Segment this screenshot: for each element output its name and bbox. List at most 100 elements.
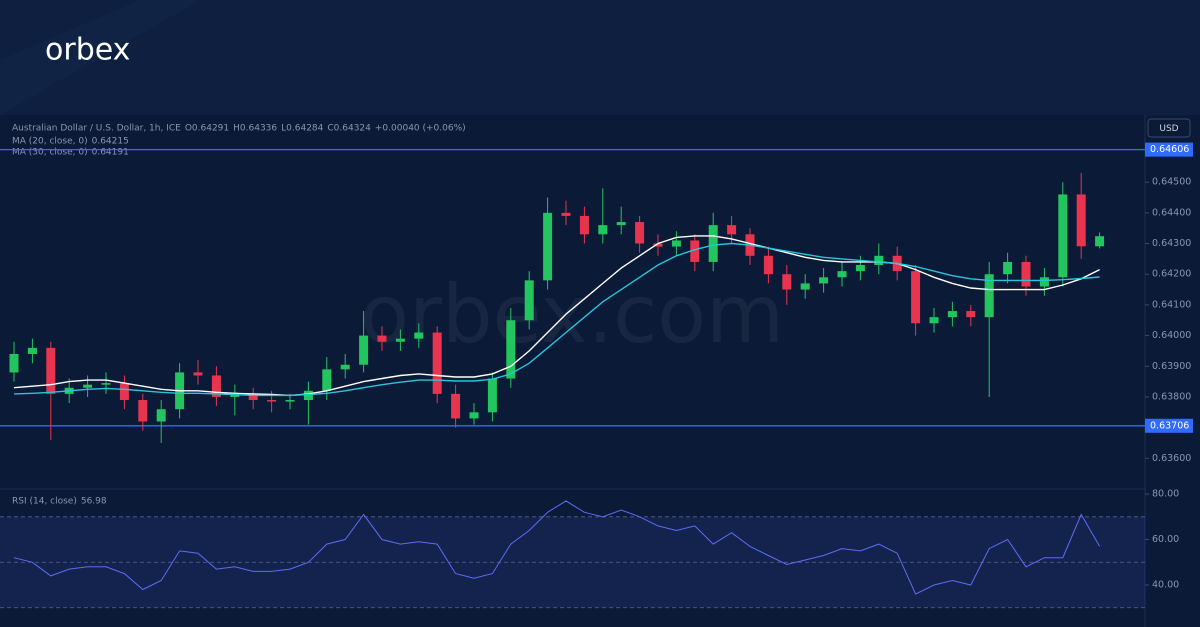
legend-name: MA (30, close, 0) [12, 148, 88, 158]
candle-body [1076, 194, 1086, 247]
level-tag [1145, 142, 1193, 157]
candle-body [285, 400, 295, 402]
candle-body [855, 265, 865, 272]
candle-body [432, 332, 442, 394]
candle-body [9, 353, 19, 373]
symbol: Australian Dollar / U.S. Dollar, 1h, ICE [12, 124, 181, 134]
candle-body [800, 283, 810, 290]
candle-body [874, 255, 884, 266]
candle-body [579, 215, 589, 235]
candle-body [487, 378, 497, 413]
candle-body [83, 384, 93, 388]
currency[interactable]: USD [1159, 124, 1178, 134]
candle-body [506, 320, 516, 379]
candle-body [322, 369, 332, 391]
y-tick-label: 0.64200 [1152, 269, 1191, 280]
y-tick-label: 0.63800 [1152, 391, 1191, 402]
decor [0, 0, 200, 115]
rsi-value: 56.98 [81, 497, 107, 507]
candle-body [947, 311, 957, 318]
candle-body [469, 412, 479, 419]
candle-body [929, 317, 939, 324]
y-tick-label: 0.64000 [1152, 330, 1191, 341]
legend-name: MA (20, close, 0) [12, 137, 88, 147]
candle-body [653, 243, 663, 247]
candle-body [46, 347, 56, 394]
candle-body [27, 347, 37, 354]
candle-body [138, 400, 148, 422]
candle-body [303, 390, 313, 401]
ohlc-letter: C [327, 124, 333, 134]
ma-line [13, 242, 1100, 397]
legend: Australian Dollar / U.S. Dollar, 1h, ICE… [12, 124, 466, 507]
ohlc-letter: L [281, 124, 286, 134]
candle-body [1021, 261, 1031, 287]
ohlc-value: 0.64291 [192, 124, 229, 134]
candle-body [708, 225, 718, 262]
y-tick-label: 0.64300 [1152, 238, 1191, 249]
watermark: orbex.com [360, 268, 784, 361]
candle-body [248, 393, 258, 401]
y-tick-label: 0.63600 [1152, 453, 1191, 464]
candle-body [966, 311, 976, 318]
candle-body [671, 240, 681, 247]
candle-body [267, 400, 277, 402]
candle-body [1095, 236, 1105, 247]
price-axis-panel [1145, 115, 1200, 627]
candle-body [635, 222, 645, 244]
candle-body [1039, 277, 1049, 287]
rsi-name: RSI (14, close) [12, 497, 77, 507]
candle-body [763, 255, 773, 275]
legend-value: 0.64191 [92, 148, 129, 158]
legend-value: 0.64215 [92, 137, 129, 147]
ohlc-letter: O [185, 124, 192, 134]
candle-body [984, 274, 994, 318]
y-tick-label: 0.63900 [1152, 361, 1191, 372]
y-tick-label: 60.00 [1152, 534, 1179, 545]
ohlc-letter: H [233, 124, 240, 134]
candle-body [414, 332, 424, 339]
ohlc-value: 0.64324 [334, 124, 371, 134]
brand-logo: orbex [45, 33, 130, 68]
candle-body [782, 274, 792, 290]
candle-body [911, 271, 921, 324]
candle-body [819, 277, 829, 284]
ohlc-value: 0.64336 [240, 124, 277, 134]
candle-body [690, 240, 700, 262]
candle-body [119, 383, 129, 401]
rsi-line [13, 500, 1101, 595]
change: +0.00040 (+0.06%) [375, 124, 466, 134]
ma-line [13, 235, 1100, 397]
y-tick-label: 80.00 [1152, 489, 1179, 500]
level-label: 0.64606 [1150, 144, 1189, 155]
currency-button[interactable] [1147, 118, 1191, 138]
candle-body [561, 212, 571, 216]
candle-body [543, 212, 553, 281]
candle-body [340, 364, 350, 370]
candle-body [524, 280, 534, 321]
candle-body [727, 225, 737, 235]
y-tick-label: 0.64500 [1152, 177, 1191, 188]
candle-body [193, 372, 203, 376]
level-label: 0.63706 [1150, 420, 1189, 431]
candle-body [359, 335, 369, 365]
candle-body [1058, 194, 1068, 278]
candle-body [598, 225, 608, 235]
candle-body [451, 393, 461, 419]
chart-panel [0, 115, 1145, 627]
candle-body [230, 393, 240, 397]
level-tag [1145, 418, 1193, 433]
candle-body [1003, 261, 1013, 275]
candle-body [377, 335, 387, 342]
candle-body [101, 383, 111, 385]
y-tick-label: 40.00 [1152, 580, 1179, 591]
candle-body [156, 409, 166, 422]
y-tick-label: 0.64400 [1152, 207, 1191, 218]
candle-body [211, 375, 221, 397]
ohlc-value: 0.64284 [286, 124, 323, 134]
candle-body [837, 271, 847, 278]
candle-body [395, 338, 405, 342]
candle-body [616, 222, 626, 226]
y-tick-label: 0.64100 [1152, 299, 1191, 310]
